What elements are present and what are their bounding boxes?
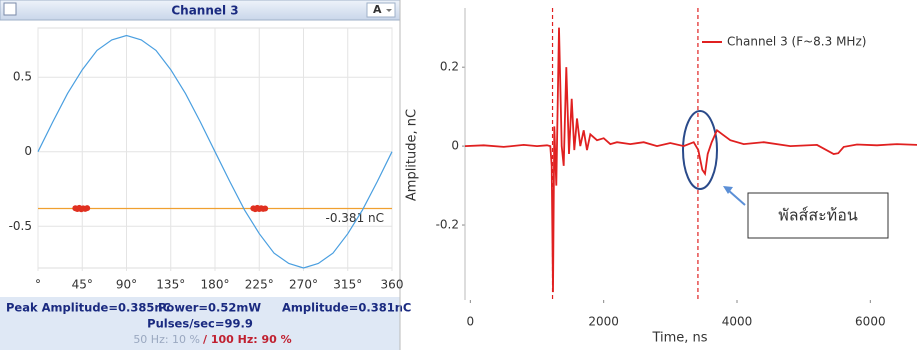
channel-selector[interactable]	[366, 2, 396, 18]
window-icon[interactable]	[3, 2, 17, 16]
legend-label: Channel 3 (F~8.3 MHz)	[727, 35, 866, 49]
x-tick-label: 4000	[722, 315, 753, 329]
dropdown-arrow	[386, 9, 392, 12]
x-tick-label: 2000	[588, 315, 619, 329]
y-axis-label: Amplitude, nC	[405, 109, 420, 201]
x-tick-label: 360	[381, 278, 404, 292]
power: Power=0.52mW	[158, 301, 261, 315]
y-tick-label: 0	[24, 144, 32, 158]
threshold-label: -0.381 nC	[326, 211, 384, 225]
freq-100: / 100 Hz: 90 %	[203, 333, 292, 346]
x-tick-label: °	[35, 278, 41, 292]
callout-box	[747, 192, 889, 239]
y-tick-label: 0.5	[13, 70, 32, 84]
pulse-point	[84, 205, 91, 212]
x-tick-label: 6000	[855, 315, 886, 329]
y-tick-label: -0.5	[9, 219, 32, 233]
x-tick-label: 90°	[116, 278, 137, 292]
x-axis-label: Time, ns	[651, 331, 707, 346]
amplitude: Amplitude=0.381nC	[282, 301, 411, 315]
highlight-ellipse	[682, 110, 718, 190]
x-tick-label: 315°	[333, 278, 362, 292]
freq-50: 50 Hz: 10 %	[133, 333, 200, 346]
callout-arrow	[727, 189, 746, 206]
peak-amplitude: Peak Amplitude=0.385nC	[6, 301, 171, 315]
y-tick-label: -0.2	[436, 218, 459, 232]
selector-value: A	[373, 3, 382, 16]
stats-bar	[0, 297, 400, 350]
pulse-point	[262, 205, 269, 212]
signal-line	[464, 27, 917, 293]
x-tick-label: 0	[467, 315, 475, 329]
x-tick-label: 135°	[156, 278, 185, 292]
y-tick-label: 0.2	[440, 60, 459, 74]
panel-title: Channel 3	[171, 4, 238, 18]
x-tick-label: 225°	[245, 278, 274, 292]
signal-line	[37, 34, 393, 269]
x-tick-label: 180°	[201, 278, 230, 292]
callout-text: พัลส์สะท้อน	[778, 206, 858, 225]
x-tick-label: 45°	[72, 278, 93, 292]
arrow-head	[723, 186, 733, 194]
x-tick-label: 270°	[289, 278, 318, 292]
pulses-per-sec: Pulses/sec=99.9	[147, 317, 253, 331]
y-tick-label: 0	[451, 139, 459, 153]
